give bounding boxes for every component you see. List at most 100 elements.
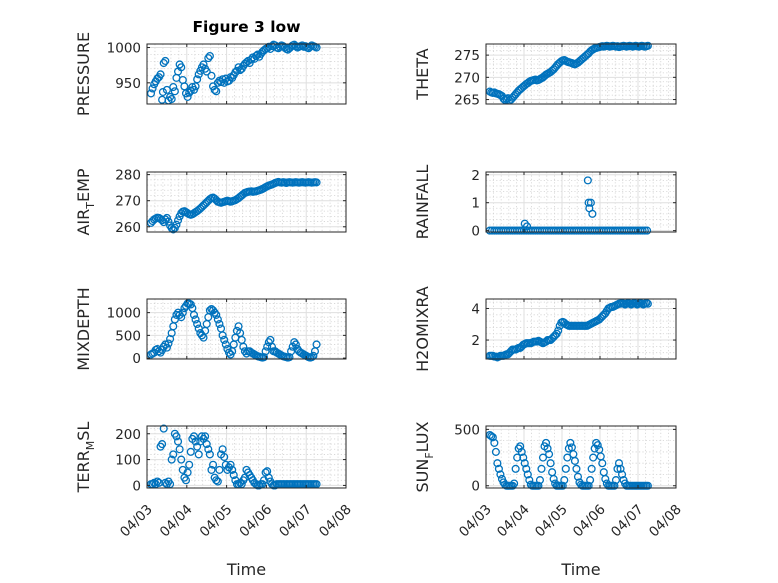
grid — [146, 172, 347, 233]
data-point — [205, 450, 214, 459]
data-point — [189, 310, 199, 319]
data-point — [643, 299, 652, 308]
data-point — [205, 51, 214, 61]
data-point — [252, 51, 261, 61]
data-point — [611, 476, 621, 485]
data-point — [158, 440, 167, 449]
data-point — [169, 450, 178, 459]
data-point — [228, 465, 237, 474]
data-point — [263, 44, 272, 53]
data-point — [162, 213, 171, 222]
y-axis-label: MIXDEPTH — [74, 287, 93, 370]
y-tick-label: 0 — [471, 224, 480, 240]
x-axis-label: Time — [560, 560, 600, 579]
data-point — [588, 209, 597, 218]
data-point — [543, 444, 552, 453]
data-point — [185, 460, 194, 469]
data-point — [210, 308, 219, 317]
subplot-terr-msl: 0 100 200 04/03 04/04 04/05 04/06 04/07 04/08 Tim… — [74, 422, 355, 579]
data-point — [172, 432, 181, 441]
y-tick-label: 270 — [115, 194, 141, 210]
data-point — [264, 473, 273, 482]
data-point — [199, 60, 208, 69]
data-point — [218, 445, 227, 454]
data-series — [485, 41, 652, 105]
data-point — [158, 87, 167, 97]
x-tick-label: 04/04 — [157, 502, 196, 541]
y-tick-label: 1 — [471, 196, 480, 212]
x-tick-label: 04/03 — [456, 502, 495, 541]
data-point — [207, 71, 216, 80]
x-tick-label: 04/04 — [494, 502, 533, 541]
data-point — [156, 70, 165, 79]
y-axis-label: AIRTEMP — [74, 168, 97, 235]
y-axis-label: SUNFLUX — [413, 421, 436, 492]
data-point — [146, 89, 156, 98]
grid — [485, 172, 677, 232]
data-point — [193, 75, 202, 84]
axes-box — [485, 298, 677, 360]
data-point — [290, 338, 299, 347]
y-axis-label: PRESSURE — [74, 32, 93, 116]
y-tick-label: 950 — [115, 76, 141, 92]
data-point — [566, 438, 575, 447]
y-tick-label: 0 — [471, 479, 480, 495]
data-point — [194, 450, 203, 459]
data-point — [212, 310, 221, 319]
data-point — [239, 342, 248, 351]
data-point — [534, 481, 543, 490]
data-point — [162, 343, 171, 352]
data-point — [161, 56, 170, 65]
chart-title: Figure 3 low — [192, 18, 300, 36]
y-tick-label: 200 — [115, 427, 141, 443]
data-point — [560, 476, 569, 485]
subplot-pressure: 950 1000 PRESSURE Figure 3 low — [74, 18, 347, 116]
data-point — [202, 67, 211, 76]
data-point — [202, 440, 211, 449]
data-point — [215, 319, 224, 329]
data-point — [520, 459, 529, 468]
axes-box — [485, 171, 677, 233]
data-point — [213, 315, 222, 324]
data-point — [554, 326, 563, 335]
y-axis-label: H2OMIXRA — [413, 286, 432, 372]
data-point — [643, 481, 652, 490]
data-point — [215, 465, 224, 474]
data-point — [517, 447, 526, 456]
data-point — [191, 315, 200, 324]
y-tick-label: 0 — [132, 478, 141, 494]
data-point — [587, 464, 596, 473]
data-point — [616, 464, 625, 473]
data-point — [617, 470, 627, 479]
data-point — [173, 216, 183, 225]
y-axis-label: TERRMSL — [74, 422, 97, 494]
data-point — [491, 447, 500, 456]
data-point — [220, 335, 229, 344]
data-point — [212, 87, 221, 96]
data-point — [494, 464, 503, 473]
data-point — [640, 226, 649, 235]
data-point — [220, 452, 229, 462]
data-point — [153, 477, 162, 486]
axes-box — [485, 425, 677, 489]
data-point — [164, 339, 173, 348]
data-series — [146, 40, 321, 105]
data-point — [191, 437, 200, 446]
data-point — [488, 433, 497, 442]
x-tick-label: 04/03 — [117, 502, 156, 541]
data-point — [201, 432, 210, 441]
data-point — [643, 41, 652, 50]
data-point — [312, 178, 321, 187]
data-point — [511, 464, 520, 473]
data-point — [558, 481, 567, 490]
y-tick-label: 2 — [471, 168, 480, 184]
data-point — [610, 481, 619, 490]
data-point — [181, 476, 191, 485]
data-point — [173, 437, 183, 446]
data-point — [586, 476, 595, 485]
data-point — [229, 471, 238, 480]
data-point — [186, 447, 195, 456]
data-point — [522, 464, 531, 473]
data-point — [535, 476, 545, 485]
axes-box — [146, 298, 347, 360]
